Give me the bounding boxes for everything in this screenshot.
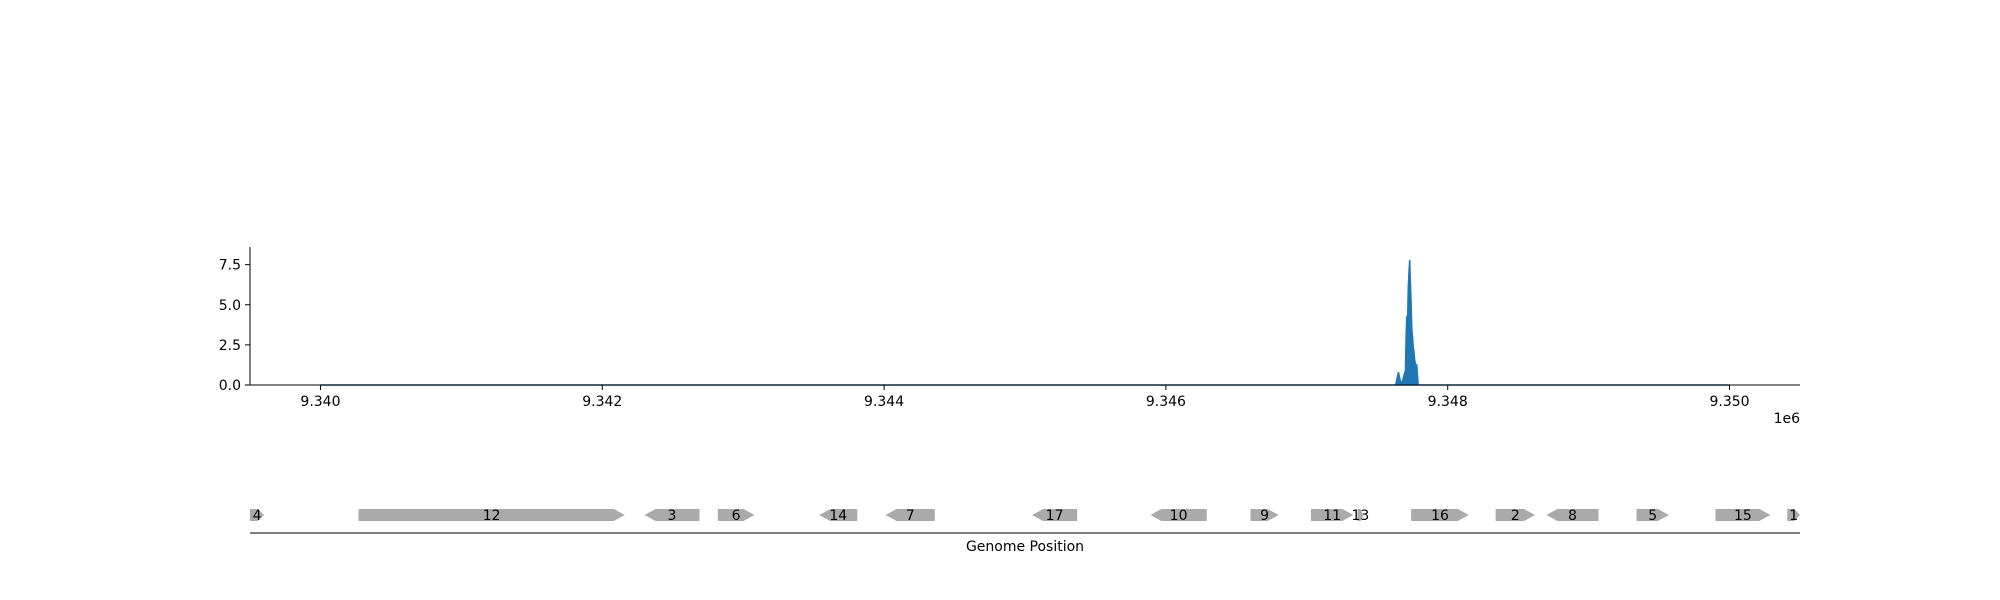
- y-tick-label: 7.5: [219, 258, 241, 274]
- gene-feature-label: 10: [1170, 508, 1188, 524]
- gene-feature-label: 5: [1648, 508, 1657, 524]
- gene-feature-label: 13: [1351, 508, 1369, 524]
- gene-feature-label: 8: [1568, 508, 1577, 524]
- y-tick-label: 5.0: [219, 298, 241, 314]
- gene-feature-arrow: [1150, 509, 1207, 521]
- gene-feature-arrow: [1032, 509, 1078, 521]
- gene-feature-arrow: [1357, 509, 1364, 521]
- gene-feature-label: 4: [253, 508, 262, 524]
- gene-feature-arrow: [644, 509, 700, 521]
- gene-feature-arrow: [1636, 509, 1669, 521]
- gene-feature-arrow: [1250, 509, 1279, 521]
- gene-feature-label: 14: [829, 508, 847, 524]
- gene-feature-label: 7: [906, 508, 915, 524]
- gene-feature-label: 16: [1431, 508, 1449, 524]
- gene-feature-arrow: [1311, 509, 1354, 521]
- gene-feature-arrow: [1787, 509, 1800, 521]
- x-tick-label: 9.344: [864, 394, 904, 410]
- gene-feature-arrow: [358, 509, 625, 521]
- gene-feature-arrow: [717, 509, 755, 521]
- gene-feature-arrow: [250, 509, 265, 521]
- y-tick-label: 2.5: [219, 338, 241, 354]
- x-offset-label: 1e6: [1774, 411, 1801, 427]
- gene-feature-label: 12: [483, 508, 501, 524]
- gene-feature-label: 2: [1511, 508, 1520, 524]
- gene-feature-arrow: [885, 509, 935, 521]
- gene-feature-arrow: [1715, 509, 1771, 521]
- x-axis-ticks: 9.340 9.342 9.344 9.346 9.348 9.350: [300, 385, 1750, 410]
- x-tick-label: 9.340: [300, 394, 340, 410]
- gene-feature-arrow: [1411, 509, 1469, 521]
- x-axis-label: Genome Position: [966, 539, 1084, 555]
- gene-feature-label: 6: [732, 508, 741, 524]
- y-tick-label: 0.0: [219, 378, 241, 394]
- gene-feature-label: 11: [1323, 508, 1341, 524]
- x-tick-label: 9.350: [1709, 394, 1749, 410]
- gene-features: 4 12 3 6 14 7 17 10 9 11 13 16 2 8 5 15 1: [250, 508, 1800, 524]
- gene-track-panel: 4 12 3 6 14 7 17 10 9 11 13 16 2 8 5 15 1 Genome Positio…: [250, 508, 1800, 555]
- gene-feature-label: 15: [1734, 508, 1752, 524]
- x-tick-label: 9.342: [582, 394, 622, 410]
- gene-feature-label: 9: [1260, 508, 1269, 524]
- gene-feature-label: 1: [1789, 508, 1798, 524]
- coverage-series-0: [320, 259, 1730, 386]
- gene-feature-label: 3: [668, 508, 677, 524]
- x-tick-label: 9.346: [1146, 394, 1186, 410]
- gene-feature-arrow: [1495, 509, 1536, 521]
- gene-feature-arrow: [1546, 509, 1599, 521]
- y-axis-ticks: 0.0 2.5 5.0 7.5: [219, 258, 250, 394]
- x-tick-label: 9.348: [1428, 394, 1468, 410]
- coverage-panel: 9.340 9.342 9.344 9.346 9.348 9.350 0.0 2.5 5.0…: [219, 247, 1800, 427]
- gene-feature-arrow: [819, 509, 858, 521]
- gene-feature-label: 17: [1046, 508, 1064, 524]
- coverage-area: [320, 259, 1730, 386]
